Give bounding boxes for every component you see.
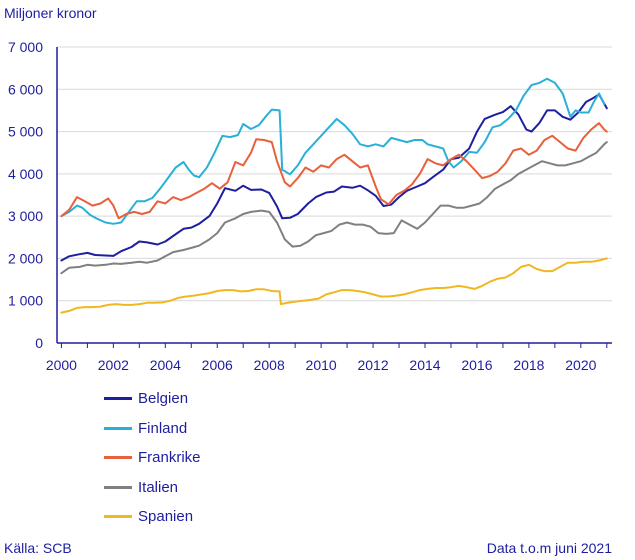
x-tick-label: 2018	[513, 357, 544, 373]
x-tick-label: 2000	[46, 357, 77, 373]
x-tick-label: 2014	[409, 357, 440, 373]
y-axis-label: Miljoner kronor	[4, 5, 97, 21]
y-tick-label: 6 000	[8, 81, 43, 97]
legend-swatch	[104, 456, 132, 460]
legend-label: Frankrike	[138, 449, 201, 467]
legend-item-frankrike: Frankrike	[104, 443, 201, 473]
y-tick-label: 1 000	[8, 293, 43, 309]
y-tick-label: 4 000	[8, 166, 43, 182]
series-line-belgien	[60, 93, 608, 262]
legend-label: Belgien	[138, 390, 189, 408]
legend-item-spanien: Spanien	[104, 502, 201, 532]
y-tick-label: 5 000	[8, 124, 43, 140]
x-tick-label: 2002	[98, 357, 129, 373]
x-tick-label: 2012	[357, 357, 388, 373]
series-line-italien	[60, 141, 608, 275]
y-tick-label: 2 000	[8, 250, 43, 266]
y-tick-label: 0	[35, 335, 43, 351]
x-tick-label: 2010	[306, 357, 337, 373]
data-note: Data t.o.m juni 2021	[486, 540, 612, 556]
series-line-spanien	[60, 257, 608, 314]
legend-swatch	[104, 426, 132, 430]
legend-label: Italien	[138, 478, 179, 496]
x-tick-label: 2020	[565, 357, 596, 373]
legend-item-italien: Italien	[104, 473, 201, 503]
series-lines	[60, 77, 608, 314]
x-tick-label: 2008	[254, 357, 285, 373]
axes: 0 1 000 2 000 3 000 4 000 5 000 6 000 7 000 2000…	[8, 39, 612, 373]
x-tick-label: 2016	[461, 357, 492, 373]
legend-label: Spanien	[138, 508, 194, 526]
legend-swatch	[104, 485, 132, 489]
x-tick-label: 2004	[150, 357, 181, 373]
legend-swatch	[104, 397, 132, 401]
legend-item-finland: Finland	[104, 414, 201, 444]
series-line-finland	[60, 77, 606, 225]
legend-label: Finland	[138, 419, 188, 437]
gridlines	[57, 46, 612, 302]
source-note: Källa: SCB	[4, 540, 72, 556]
legend-swatch	[104, 515, 132, 519]
legend-item-belgien: Belgien	[104, 384, 201, 414]
y-tick-label: 7 000	[8, 39, 43, 55]
series-line-frankrike	[60, 122, 608, 220]
x-tick-label: 2006	[202, 357, 233, 373]
y-tick-label: 3 000	[8, 208, 43, 224]
legend: Belgien Finland Frankrike Italien Spanie…	[104, 384, 201, 532]
